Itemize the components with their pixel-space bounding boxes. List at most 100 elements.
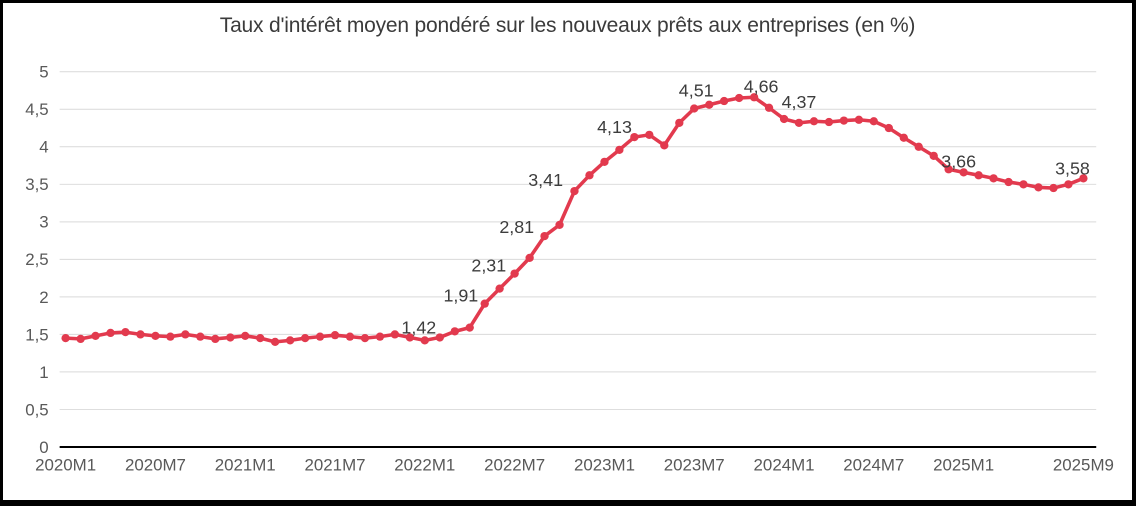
data-point-label: 4,51 <box>679 81 714 101</box>
data-point-marker <box>166 332 175 341</box>
data-point-marker <box>495 284 504 293</box>
data-point-marker <box>106 328 115 338</box>
y-axis-tick-label: 4 <box>39 138 48 157</box>
data-point-marker <box>345 332 355 341</box>
data-point-marker <box>1079 174 1088 183</box>
data-point-marker <box>121 328 130 337</box>
x-axis-tick-labels: 2020M1 2020M7 2021M1 2021M7 2022M1 2022M7 2023… <box>35 456 1114 475</box>
x-axis-tick-label: 2021M1 <box>215 456 276 475</box>
x-axis-tick-label: 2021M7 <box>305 456 366 475</box>
data-point-marker <box>360 334 370 343</box>
y-axis-tick-label: 2,5 <box>25 250 48 269</box>
data-point-marker <box>660 141 669 150</box>
y-axis-tick-label: 0 <box>39 438 48 457</box>
data-point-marker <box>854 115 864 124</box>
data-point-marker <box>869 117 878 126</box>
data-point-marker <box>465 323 474 332</box>
y-axis-tick-labels: 0 0,5 1 1,5 2 2,5 3 3,5 4 4,5 5 <box>25 63 48 457</box>
data-point-marker <box>809 117 819 126</box>
data-point-markers <box>61 93 1088 346</box>
data-point-marker <box>794 118 804 127</box>
data-point-marker <box>480 299 489 308</box>
data-point-label: 1,91 <box>443 286 478 306</box>
x-axis-tick-label: 2020M7 <box>125 456 186 475</box>
data-point-marker <box>61 334 70 343</box>
data-point-marker <box>375 332 385 341</box>
data-point-label: 3,41 <box>528 170 563 190</box>
data-point-marker <box>1034 183 1043 192</box>
y-axis-tick-label: 2 <box>39 288 48 307</box>
data-point-marker <box>196 332 205 341</box>
data-point-marker <box>256 334 265 343</box>
data-point-marker <box>315 332 325 341</box>
data-point-label: 3,58 <box>1055 158 1090 178</box>
data-point-marker <box>959 168 968 177</box>
data-point-marker <box>764 103 774 112</box>
data-point-marker <box>779 114 789 124</box>
data-point-marker <box>405 333 415 342</box>
x-axis-tick-label: 2023M1 <box>574 456 635 475</box>
data-point-marker <box>420 336 429 345</box>
data-point-marker <box>555 220 564 230</box>
data-point-marker <box>705 100 714 109</box>
data-point-marker <box>525 253 534 263</box>
data-point-marker <box>270 337 280 346</box>
data-point-labels: 1,42 1,91 2,31 2,81 3,41 4,13 4,51 4,664,37 3,66… <box>401 76 1090 337</box>
y-axis-tick-label: 1,5 <box>25 325 48 344</box>
data-point-marker <box>1064 180 1073 189</box>
gridlines <box>59 71 1097 410</box>
data-point-marker <box>76 334 85 344</box>
x-axis-tick-label: 2024M7 <box>843 456 904 475</box>
data-point-label: 2,31 <box>471 256 506 276</box>
data-point-label: 2,81 <box>499 217 534 237</box>
chart-title: Taux d'intérêt moyen pondéré sur les nou… <box>219 14 916 37</box>
x-axis-tick-label: 2022M7 <box>484 456 545 475</box>
data-point-marker <box>839 116 849 125</box>
x-axis-tick-label: 2025M9 <box>1053 456 1114 475</box>
data-point-marker <box>600 157 609 166</box>
data-point-marker <box>136 330 145 339</box>
data-point-marker <box>690 104 699 113</box>
data-point-marker <box>734 93 744 103</box>
data-point-marker <box>974 171 983 180</box>
data-point-marker <box>226 333 235 342</box>
data-point-marker <box>91 331 100 340</box>
data-point-marker <box>944 165 953 174</box>
data-point-marker <box>1019 180 1028 189</box>
data-point-marker <box>570 186 579 196</box>
x-axis-tick-label: 2024M1 <box>754 456 815 475</box>
data-point-label: 3,66 <box>941 152 976 172</box>
x-axis-tick-label: 2025M1 <box>933 456 994 475</box>
data-point-marker <box>390 330 400 339</box>
data-point-marker <box>719 96 729 106</box>
data-point-marker <box>285 336 295 345</box>
data-point-marker <box>330 331 340 340</box>
data-point-marker <box>884 123 893 133</box>
data-point-marker <box>989 174 998 183</box>
data-point-marker <box>585 171 594 180</box>
data-point-label: 4,13 <box>597 117 632 137</box>
data-point-marker <box>1004 177 1013 187</box>
data-point-label: 4,37 <box>782 92 817 112</box>
data-point-marker <box>241 331 250 340</box>
data-point-marker <box>929 151 938 160</box>
data-point-marker <box>181 330 190 339</box>
data-point-marker <box>435 333 444 342</box>
y-axis-tick-label: 1 <box>39 363 48 382</box>
y-axis-tick-label: 0,5 <box>25 400 48 419</box>
data-point-marker <box>899 133 908 142</box>
data-point-marker <box>914 142 923 151</box>
data-point-marker <box>630 132 639 142</box>
data-point-marker <box>510 269 519 278</box>
y-axis-tick-label: 4,5 <box>25 100 48 119</box>
y-axis-tick-label: 5 <box>39 63 48 82</box>
data-point-marker <box>645 130 654 139</box>
data-point-marker <box>450 327 459 336</box>
y-axis-tick-label: 3,5 <box>25 175 48 194</box>
x-axis-tick-label: 2022M1 <box>394 456 455 475</box>
data-point-marker <box>615 145 624 154</box>
data-point-marker <box>675 118 684 127</box>
x-axis-tick-label: 2020M1 <box>35 456 96 475</box>
data-point-marker <box>1049 183 1058 193</box>
